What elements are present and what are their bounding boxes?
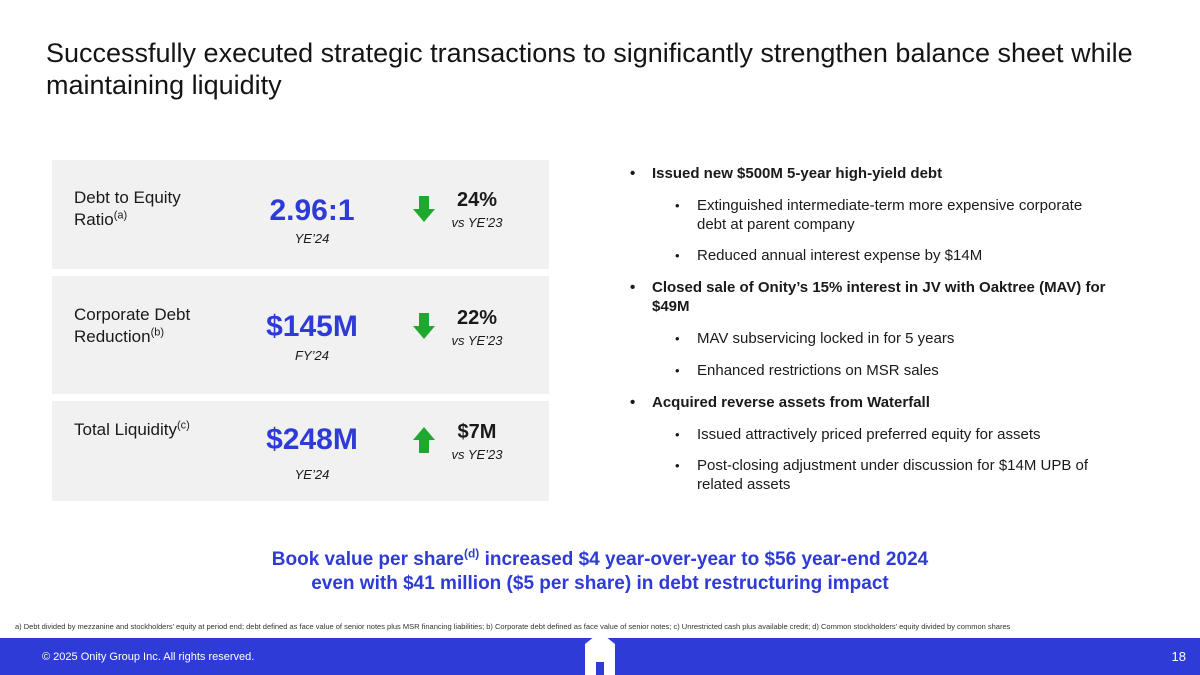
metric-label: Debt to Equity Ratio(a) (74, 188, 181, 229)
sub-bullet-item: Post-closing adjustment under discussion… (630, 456, 1110, 494)
metric-period: FY’24 (295, 348, 329, 363)
metric-value: 2.96:1 (269, 194, 355, 227)
arrow-down-icon (413, 313, 435, 339)
footer-bar: © 2025 Onity Group Inc. All rights reser… (0, 632, 1200, 675)
metric-label: Corporate Debt Reduction(b) (74, 305, 191, 346)
page-title: Successfully executed strategic transact… (46, 38, 1133, 100)
metric-change: $7M (457, 421, 497, 443)
bullet-item: Issued new $500M 5-year high-yield debt (630, 164, 1110, 183)
metric-change-note: vs YE’23 (451, 333, 503, 348)
metric-change: 24% (456, 189, 498, 211)
arrow-down-icon (413, 196, 435, 222)
bullet-item: Acquired reverse assets from Waterfall (630, 393, 1110, 412)
onity-house-logo-icon (585, 632, 615, 675)
sub-bullet-item: Reduced annual interest expense by $14M (630, 246, 1110, 265)
book-value-highlight: Book value per share(d) increased $4 yea… (271, 546, 929, 594)
sub-bullet-item: Extinguished intermediate-term more expe… (630, 196, 1110, 234)
metric-card-total-liquidity: Total Liquidity(c) $248M YE’24 $7M vs YE… (52, 401, 549, 501)
sub-bullet-item: Issued attractively priced preferred equ… (630, 425, 1110, 444)
arrow-up-icon (413, 427, 435, 453)
bullet-item: Closed sale of Onity’s 15% interest in J… (630, 278, 1110, 316)
metric-value: $145M (266, 310, 358, 343)
metric-change-note: vs YE’23 (451, 447, 503, 462)
footnote: a) Debt divided by mezzanine and stockho… (15, 622, 1011, 631)
page-number: 18 (1171, 649, 1186, 664)
sub-bullet-item: Enhanced restrictions on MSR sales (630, 361, 1110, 380)
metric-change: 22% (456, 307, 498, 329)
sub-bullet-item: MAV subservicing locked in for 5 years (630, 329, 1110, 348)
metric-value: $248M (266, 423, 358, 456)
copyright: © 2025 Onity Group Inc. All rights reser… (42, 651, 255, 663)
metric-change-note: vs YE’23 (451, 215, 503, 230)
metric-card-corporate-debt: Corporate Debt Reduction(b) $145M FY’24 … (52, 276, 549, 394)
metric-period: YE’24 (294, 467, 330, 482)
transaction-bullet-list: Issued new $500M 5-year high-yield debt … (630, 164, 1110, 494)
metric-label: Total Liquidity(c) (74, 419, 190, 439)
metric-period: YE’24 (294, 231, 330, 246)
metric-card-debt-to-equity: Debt to Equity Ratio(a) 2.96:1 YE’24 24%… (52, 160, 549, 269)
